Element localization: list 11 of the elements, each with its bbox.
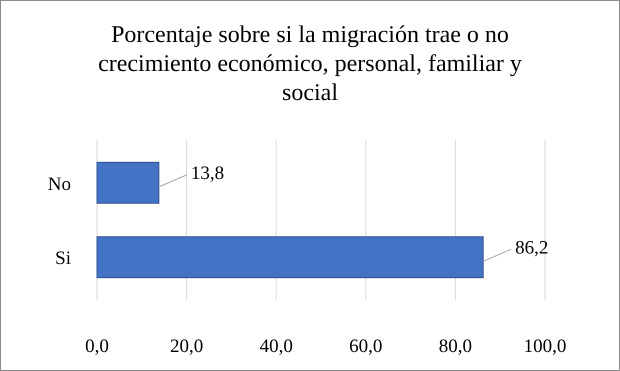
x-tick-label: 80,0: [438, 336, 472, 357]
x-tick-label: 60,0: [349, 336, 382, 357]
data-label: 13,8: [190, 162, 224, 184]
y-tick-label: Si: [55, 248, 71, 270]
x-tick-label: 20,0: [170, 336, 204, 357]
y-tick-label: No: [48, 174, 71, 195]
chart-title: Porcentaje sobre si la migración trae o no crecimiento económico, personal, familiar y social: [98, 22, 522, 106]
x-tick-label: 40,0: [260, 336, 293, 357]
data-label: 86,2: [515, 237, 548, 258]
x-tick-label: 100,0: [524, 336, 566, 357]
x-tick-label: 0,0: [85, 336, 109, 357]
